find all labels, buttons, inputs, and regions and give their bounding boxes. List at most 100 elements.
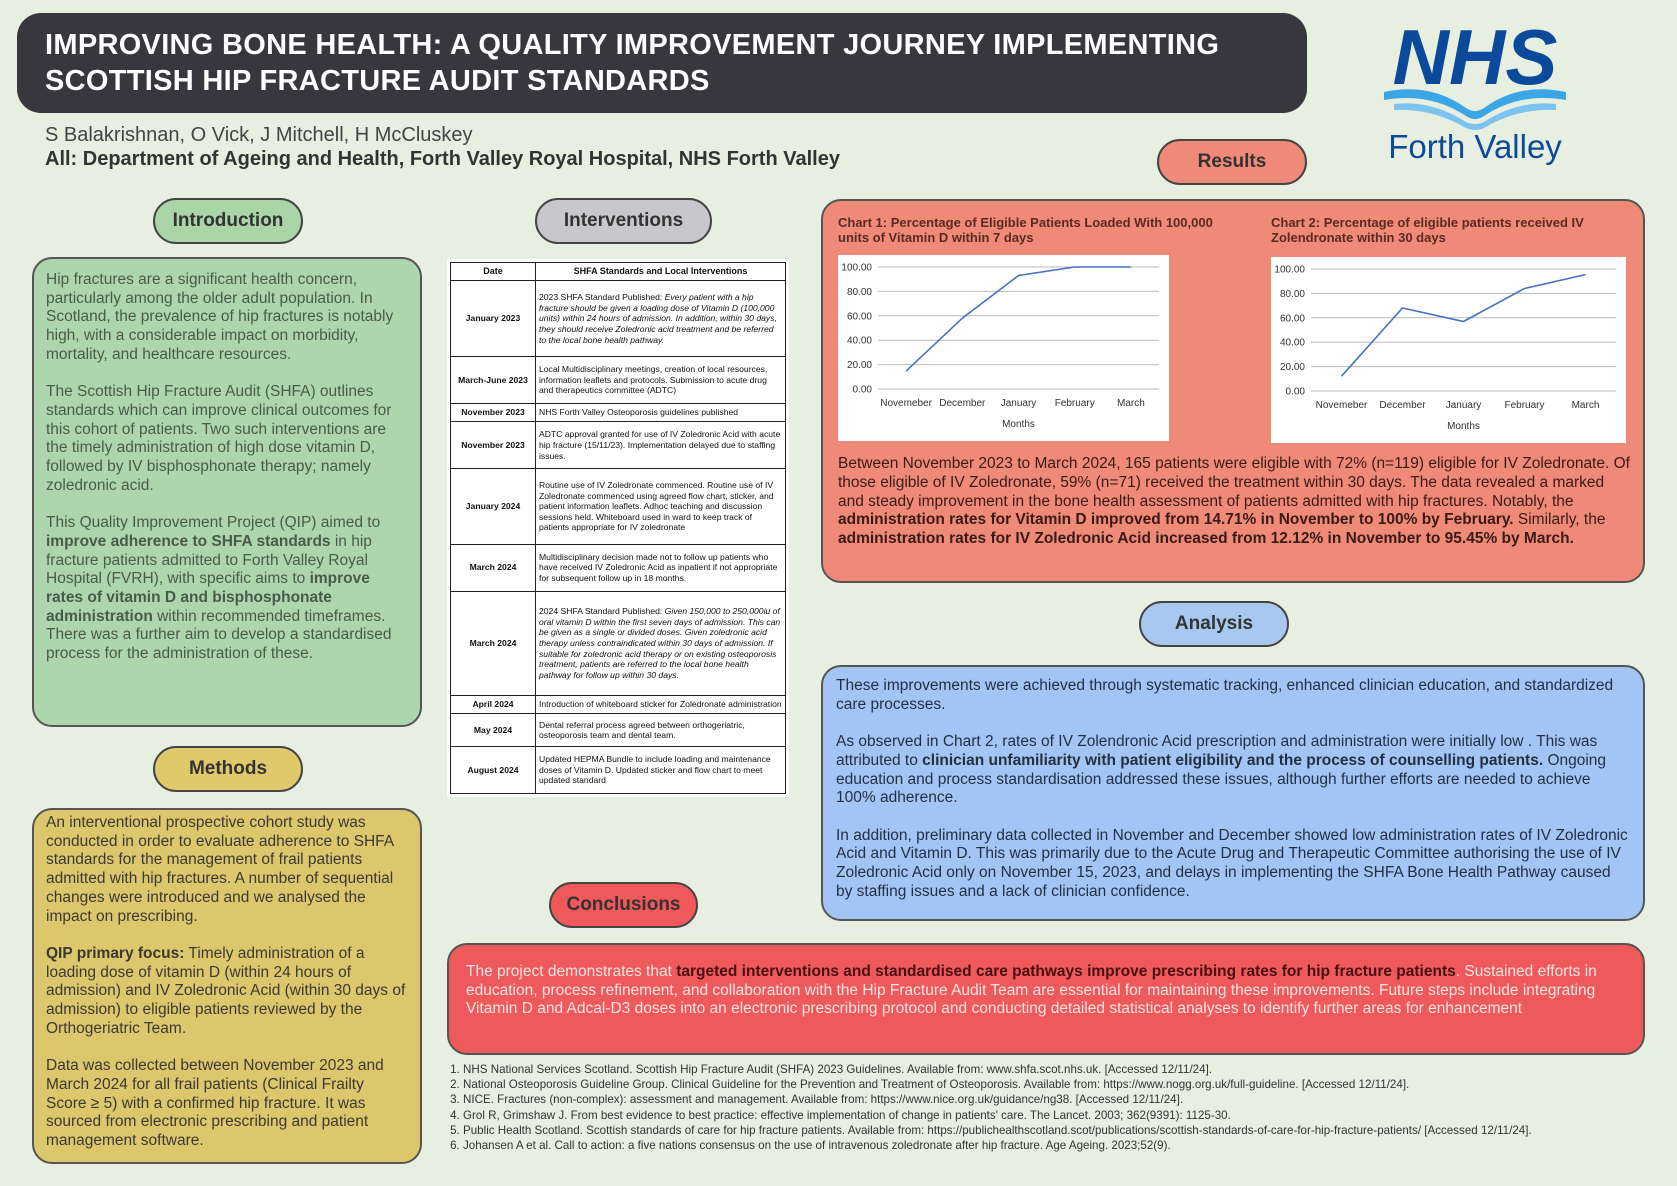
paragraph: These improvements were achieved through… — [836, 677, 1630, 714]
date-cell: May 2024 — [450, 713, 536, 747]
y-tick-label: 20.00 — [847, 360, 872, 371]
table-row: March-June 2023 Local Multidisciplinary m… — [450, 355, 786, 404]
section-heading: Results — [1157, 139, 1307, 185]
intervention-cell: 2024 SHFA Standard Published: Given 150,… — [535, 590, 786, 696]
section-heading: Interventions — [535, 198, 712, 244]
chart: 0.00 20.00 40.00 60.00 80.00 100.00 Novemeber D… — [1271, 257, 1626, 443]
introduction-box: Hip fractures are a significant health c… — [32, 257, 422, 727]
data-line — [905, 266, 1131, 372]
section-heading: Methods — [153, 746, 303, 792]
text-run: in hip fracture patients admitted to For… — [46, 532, 372, 588]
intervention-cell: Local Multidisciplinary meetings, creati… — [535, 355, 786, 404]
chart-title: Chart 1: Percentage of Eligible Patients… — [838, 215, 1213, 245]
y-tick-label: 0.00 — [853, 385, 873, 396]
table-header-cell: SHFA Standards and Local Interventions — [535, 261, 786, 282]
text-run: This Quality Improvement Project (QIP) a… — [46, 514, 381, 532]
text-run: Between November 2023 to March 2024, 165… — [838, 455, 1630, 510]
date-cell: November 2023 — [450, 402, 536, 423]
reference-list: NHS National Services Scotland. Scottish… — [447, 1062, 1647, 1153]
text-run: within recommended timeframes. There was… — [46, 607, 392, 663]
table-header-row: Date SHFA Standards and Local Interventio… — [450, 261, 786, 282]
table-row: May 2024 Dental referral process agreed b… — [450, 713, 786, 747]
date-cell: January 2023 — [450, 280, 536, 357]
paragraph: As observed in Chart 2, rates of IV Zole… — [836, 733, 1630, 808]
x-tick-label: February — [1504, 400, 1544, 411]
x-tick-label: February — [1055, 398, 1095, 409]
text-run: Dental referral process agreed between o… — [539, 719, 745, 741]
text-run: Timely administration of a loading dose … — [46, 944, 406, 1037]
title-line: SCOTTISH HIP FRACTURE AUDIT STANDARDS — [45, 65, 710, 97]
text-run: 2023 SHFA Standard Published: — [539, 292, 665, 303]
table-row: January 2023 2023 SHFA Standard Published… — [450, 280, 786, 357]
y-tick-label: 40.00 — [847, 336, 872, 347]
x-axis-label: Months — [1447, 421, 1480, 432]
text-run: Ongoing education and process standardis… — [836, 751, 1607, 807]
results-box: Chart 1: Percentage of Eligible Patients… — [821, 199, 1645, 583]
reference: Johansen A et al. Call to action: a five… — [463, 1138, 1647, 1153]
y-tick-label: 80.00 — [847, 287, 872, 298]
logo-nhs: NHS — [1393, 22, 1558, 101]
conclusions-box: The project demonstrates that targeted i… — [447, 943, 1645, 1055]
intervention-cell: NHS Forth Valley Osteoporosis guidelines… — [535, 402, 786, 423]
intervention-cell: ADTC approval granted for use of IV Zole… — [535, 421, 786, 470]
text-run: Hip fractures are a significant health c… — [46, 271, 394, 363]
y-tick-label: 60.00 — [1280, 313, 1305, 324]
table-row: March 2024 2024 SHFA Standard Published: … — [450, 590, 786, 696]
bold-text: improve rates of vitamin D and bisphosph… — [46, 570, 370, 625]
table-row: November 2023 NHS Forth Valley Osteoporos… — [450, 402, 786, 423]
data-line — [1340, 273, 1586, 377]
italic-text: Every patient with a hip fracture should… — [539, 292, 777, 345]
text-run: An interventional prospective cohort stu… — [46, 814, 394, 925]
paragraph: This Quality Improvement Project (QIP) a… — [46, 514, 408, 664]
paragraph: Between November 2023 to March 2024, 165… — [838, 455, 1633, 549]
x-tick-label: Novemeber — [880, 398, 932, 409]
authors: S Balakrishnan, O Vick, J Mitchell, H Mc… — [45, 124, 473, 146]
table: Date SHFA Standards and Local Interventio… — [450, 261, 786, 795]
text-run: NHS Forth Valley Osteoporosis guidelines… — [539, 407, 739, 418]
title-line: IMPROVING BONE HEALTH: A QUALITY IMPROVE… — [45, 29, 1220, 61]
intervention-cell: Routine use of IV Zoledronate commenced.… — [535, 468, 786, 545]
logo-wave — [1384, 89, 1566, 119]
paragraph: The Scottish Hip Fracture Audit (SHFA) o… — [46, 383, 408, 495]
bold-text: targeted interventions and standardised … — [676, 963, 1456, 980]
reference: NICE. Fractures (non-complex): assessmen… — [463, 1092, 1647, 1107]
intervention-cell: Multidisciplinary decision made not to f… — [535, 543, 786, 592]
y-tick-label: 20.00 — [1280, 362, 1305, 373]
logo: NHS Forth Valley — [1384, 22, 1566, 165]
text-run: Similarly, the — [1513, 511, 1606, 529]
chart-title: Chart 2: Percentage of eligible patients… — [1271, 215, 1584, 245]
intervention-cell: 2023 SHFA Standard Published: Every pati… — [535, 280, 786, 357]
section-heading: Conclusions — [549, 882, 698, 928]
table-row: April 2024 Introduction of whiteboard sti… — [450, 694, 786, 715]
table-row: January 2024 Routine use of IV Zoledronat… — [450, 468, 786, 545]
bold-text: administration rates for IV Zoledronic A… — [838, 530, 1574, 548]
intervention-cell: Dental referral process agreed between o… — [535, 713, 786, 747]
paragraph: Data was collected between November 2023… — [46, 1057, 408, 1151]
paragraph: Hip fractures are a significant health c… — [46, 271, 408, 365]
reference: Public Health Scotland. Scottish standar… — [463, 1123, 1647, 1138]
y-tick-label: 40.00 — [1280, 338, 1305, 349]
date-cell: August 2024 — [450, 745, 536, 795]
x-tick-label: December — [939, 398, 986, 409]
y-tick-label: 0.00 — [1286, 387, 1306, 398]
y-tick-label: 80.00 — [1280, 289, 1305, 300]
section-heading: Introduction — [153, 198, 303, 244]
text-run: . Sustained efforts in education, proces… — [466, 963, 1597, 1018]
paragraph: In addition, preliminary data collected … — [836, 827, 1630, 902]
text-run: Routine use of IV Zoledronate commenced.… — [539, 480, 774, 533]
date-cell: March 2024 — [450, 543, 536, 592]
intervention-cell: Updated HEPMA Bundle to include loading … — [535, 745, 786, 795]
date-cell: April 2024 — [450, 694, 536, 715]
chart: 0.00 20.00 40.00 60.00 80.00 100.00 Novemeber D… — [838, 255, 1169, 441]
bold-text: QIP primary focus: — [46, 944, 185, 962]
y-tick-label: 60.00 — [847, 311, 872, 322]
affiliation: All: Department of Ageing and Health, Fo… — [45, 148, 840, 170]
analysis-box: These improvements were achieved through… — [821, 665, 1645, 921]
text-run: Multidisciplinary decision made not to f… — [539, 551, 778, 584]
text-run: Updated HEPMA Bundle to include loading … — [539, 754, 771, 786]
paragraph: The project demonstrates that targeted i… — [466, 963, 1626, 1019]
logo-wave — [1394, 103, 1556, 130]
x-tick-label: January — [1446, 400, 1482, 411]
paragraph: An interventional prospective cohort stu… — [46, 814, 408, 926]
